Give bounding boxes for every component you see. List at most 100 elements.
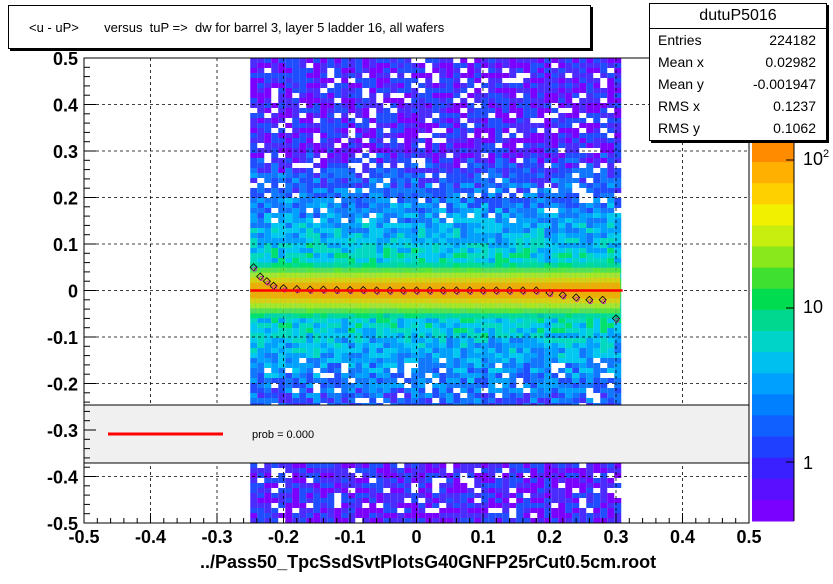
heatmap-cell xyxy=(446,143,453,148)
heatmap-cell xyxy=(411,163,418,168)
heatmap-cell xyxy=(446,473,453,478)
heatmap-cell xyxy=(586,473,593,478)
heatmap-cell xyxy=(502,363,509,368)
heatmap-cell xyxy=(544,158,551,163)
heatmap-cell xyxy=(348,473,355,478)
heatmap-cell xyxy=(257,483,264,488)
heatmap-cell xyxy=(250,58,257,63)
heatmap-cell xyxy=(264,138,271,143)
heatmap-cell xyxy=(558,493,565,498)
heatmap-cell xyxy=(271,78,278,83)
heatmap-cell xyxy=(327,218,334,223)
heatmap-cell xyxy=(397,478,404,483)
heatmap-cell xyxy=(614,198,621,203)
heatmap-cell xyxy=(299,518,306,523)
heatmap-cell xyxy=(306,103,313,108)
heatmap-cell xyxy=(411,248,418,253)
heatmap-cell xyxy=(299,198,306,203)
heatmap-cell xyxy=(264,398,271,403)
heatmap-cell xyxy=(551,358,558,363)
heatmap-cell xyxy=(369,138,376,143)
heatmap-cell xyxy=(558,223,565,228)
heatmap-cell xyxy=(418,478,425,483)
heatmap-cell xyxy=(558,123,565,128)
heatmap-cell xyxy=(572,473,579,478)
heatmap-cell xyxy=(264,348,271,353)
heatmap-cell xyxy=(474,348,481,353)
heatmap-cell xyxy=(607,208,614,213)
heatmap-cell xyxy=(320,478,327,483)
heatmap-cell xyxy=(579,373,586,378)
heatmap-cell xyxy=(334,138,341,143)
heatmap-cell xyxy=(558,88,565,93)
heatmap-cell xyxy=(551,318,558,323)
heatmap-cell xyxy=(495,133,502,138)
heatmap-cell xyxy=(572,318,579,323)
heatmap-cell xyxy=(383,468,390,473)
heatmap-cell xyxy=(425,168,432,173)
heatmap-cell xyxy=(509,363,516,368)
heatmap-cell xyxy=(446,198,453,203)
heatmap-cell xyxy=(320,253,327,258)
heatmap-cell xyxy=(460,368,467,373)
heatmap-cell xyxy=(509,493,516,498)
heatmap-cell xyxy=(369,58,376,63)
heatmap-cell xyxy=(257,118,264,123)
heatmap-cell xyxy=(572,463,579,468)
heatmap-cell xyxy=(348,238,355,243)
heatmap-cell xyxy=(558,103,565,108)
heatmap-cell xyxy=(271,83,278,88)
heatmap-cell xyxy=(453,108,460,113)
heatmap-cell xyxy=(264,473,271,478)
heatmap-cell xyxy=(299,178,306,183)
heatmap-cell xyxy=(460,98,467,103)
heatmap-cell xyxy=(313,208,320,213)
heatmap-cell xyxy=(537,323,544,328)
heatmap-cell xyxy=(292,353,299,358)
heatmap-cell xyxy=(558,93,565,98)
heatmap-cell xyxy=(271,368,278,373)
heatmap-cell xyxy=(488,118,495,123)
heatmap-cell xyxy=(383,148,390,153)
heatmap-cell xyxy=(355,488,362,493)
heatmap-cell xyxy=(579,133,586,138)
heatmap-cell xyxy=(313,183,320,188)
heatmap-cell xyxy=(544,223,551,228)
heatmap-cell xyxy=(495,398,502,403)
heatmap-cell xyxy=(376,63,383,68)
heatmap-cell xyxy=(439,178,446,183)
heatmap-cell xyxy=(320,248,327,253)
heatmap-cell xyxy=(285,398,292,403)
heatmap-cell xyxy=(593,158,600,163)
heatmap-cell xyxy=(341,153,348,158)
heatmap-cell xyxy=(425,258,432,263)
heatmap-cell xyxy=(460,513,467,518)
heatmap-cell xyxy=(299,58,306,63)
heatmap-cell xyxy=(607,148,614,153)
heatmap-cell xyxy=(551,218,558,223)
heatmap-cell xyxy=(257,198,264,203)
heatmap-cell xyxy=(558,98,565,103)
heatmap-cell xyxy=(376,158,383,163)
heatmap-cell xyxy=(264,493,271,498)
heatmap-cell xyxy=(460,228,467,233)
heatmap-cell xyxy=(355,338,362,343)
heatmap-cell xyxy=(278,343,285,348)
heatmap-cell xyxy=(488,378,495,383)
heatmap-cell xyxy=(278,463,285,468)
heatmap-cell xyxy=(355,223,362,228)
heatmap-cell xyxy=(453,183,460,188)
heatmap-cell xyxy=(341,188,348,193)
heatmap-cell xyxy=(446,108,453,113)
heatmap-cell xyxy=(425,473,432,478)
heatmap-cell xyxy=(362,78,369,83)
heatmap-cell xyxy=(271,388,278,393)
heatmap-cell xyxy=(341,223,348,228)
heatmap-cell xyxy=(481,363,488,368)
heatmap-cell xyxy=(467,468,474,473)
heatmap-cell xyxy=(600,493,607,498)
heatmap-cell xyxy=(299,133,306,138)
heatmap-cell xyxy=(271,513,278,518)
heatmap-cell xyxy=(341,373,348,378)
heatmap-cell xyxy=(593,78,600,83)
